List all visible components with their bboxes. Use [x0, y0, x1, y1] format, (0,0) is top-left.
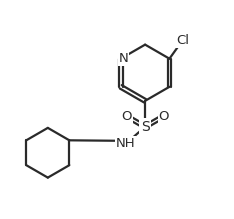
Text: O: O — [121, 110, 132, 123]
Text: O: O — [158, 110, 169, 123]
Text: N: N — [118, 52, 128, 65]
Text: S: S — [141, 120, 150, 134]
Text: Cl: Cl — [176, 34, 189, 48]
Text: NH: NH — [116, 136, 135, 150]
